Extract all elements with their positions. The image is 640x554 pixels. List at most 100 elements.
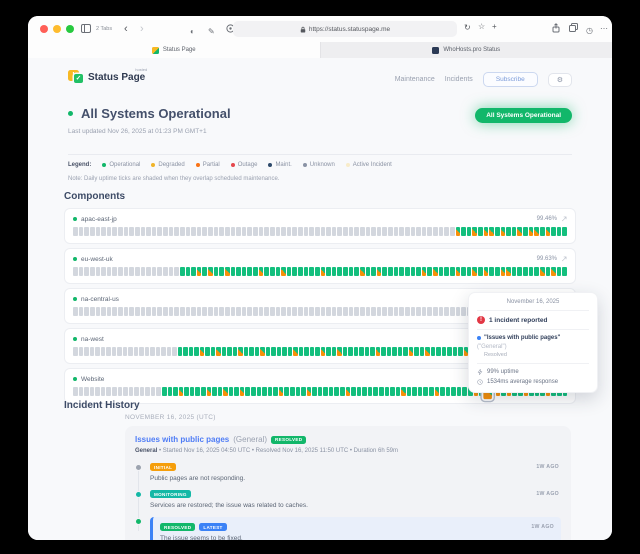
uptime-tick[interactable] — [314, 227, 320, 236]
uptime-tick[interactable] — [241, 227, 247, 236]
uptime-tick[interactable] — [331, 347, 336, 356]
uptime-tick[interactable] — [173, 387, 178, 396]
uptime-tick[interactable] — [309, 307, 314, 316]
uptime-tick[interactable] — [157, 307, 162, 316]
uptime-tick[interactable] — [303, 227, 309, 236]
uptime-tick[interactable] — [264, 307, 269, 316]
uptime-tick[interactable] — [238, 347, 243, 356]
uptime-tick[interactable] — [118, 227, 123, 236]
uptime-tick[interactable] — [106, 387, 111, 396]
uptime-tick[interactable] — [247, 267, 252, 276]
forward-button[interactable]: › — [140, 23, 144, 35]
uptime-tick[interactable] — [269, 227, 275, 236]
uptime-tick[interactable] — [466, 227, 472, 236]
uptime-tick[interactable] — [258, 227, 264, 236]
uptime-tick[interactable] — [348, 227, 354, 236]
uptime-tick[interactable] — [320, 227, 326, 236]
uptime-tick[interactable] — [345, 387, 351, 396]
uptime-tick[interactable] — [100, 387, 106, 396]
uptime-tick[interactable] — [393, 227, 399, 236]
uptime-tick[interactable] — [281, 307, 286, 316]
uptime-tick[interactable] — [416, 267, 421, 276]
uptime-tick[interactable] — [343, 227, 348, 236]
uptime-tick[interactable] — [196, 267, 202, 276]
uptime-tick[interactable] — [417, 387, 423, 396]
uptime-tick[interactable] — [455, 227, 461, 236]
uptime-tick[interactable] — [84, 347, 89, 356]
uptime-tick[interactable] — [438, 267, 444, 276]
uptime-tick[interactable] — [376, 227, 382, 236]
uptime-tick[interactable] — [112, 267, 117, 276]
uptime-tick[interactable] — [78, 387, 84, 396]
history-clock-icon[interactable]: ◷ — [586, 26, 593, 35]
uptime-tick[interactable] — [166, 347, 171, 356]
incident-title-link[interactable]: Issues with public pages — [135, 435, 230, 444]
close-window-button[interactable] — [40, 25, 48, 33]
uptime-tick[interactable] — [304, 347, 309, 356]
uptime-tick[interactable] — [287, 347, 292, 356]
uptime-tick[interactable] — [213, 307, 219, 316]
uptime-tick[interactable] — [258, 307, 264, 316]
uptime-tick[interactable] — [217, 387, 223, 396]
uptime-tick[interactable] — [168, 307, 174, 316]
uptime-tick[interactable] — [271, 347, 276, 356]
uptime-tick[interactable] — [337, 307, 342, 316]
uptime-tick[interactable] — [303, 267, 309, 276]
tab-count-label[interactable]: 2 Tabs — [96, 26, 113, 32]
uptime-tick[interactable] — [162, 387, 167, 396]
uptime-tick[interactable] — [340, 387, 345, 396]
uptime-tick[interactable] — [425, 347, 430, 356]
uptime-tick[interactable] — [230, 267, 236, 276]
uptime-tick[interactable] — [462, 387, 467, 396]
uptime-tick[interactable] — [401, 387, 406, 396]
uptime-tick[interactable] — [73, 267, 78, 276]
uptime-tick[interactable] — [365, 267, 371, 276]
uptime-tick[interactable] — [230, 227, 236, 236]
uptime-tick[interactable] — [388, 267, 393, 276]
share-icon[interactable] — [552, 23, 560, 33]
uptime-tick[interactable] — [134, 267, 140, 276]
uptime-tick[interactable] — [461, 307, 466, 316]
uptime-tick[interactable] — [208, 227, 213, 236]
uptime-tick[interactable] — [376, 267, 382, 276]
uptime-tick[interactable] — [286, 307, 292, 316]
uptime-tick[interactable] — [472, 267, 477, 276]
uptime-tick[interactable] — [295, 387, 301, 396]
gear-icon[interactable]: ⚙ — [547, 72, 572, 87]
uptime-tick[interactable] — [433, 267, 438, 276]
uptime-tick[interactable] — [381, 347, 386, 356]
uptime-tick[interactable] — [408, 347, 413, 356]
uptime-tick[interactable] — [343, 267, 348, 276]
uptime-tick[interactable] — [275, 307, 281, 316]
uptime-tick[interactable] — [241, 267, 247, 276]
uptime-tick[interactable] — [331, 307, 337, 316]
uptime-tick[interactable] — [224, 307, 230, 316]
uptime-tick[interactable] — [185, 267, 191, 276]
uptime-tick[interactable] — [466, 267, 472, 276]
uptime-tick[interactable] — [444, 267, 449, 276]
uptime-tick[interactable] — [326, 307, 331, 316]
uptime-tick[interactable] — [421, 307, 427, 316]
uptime-tick[interactable] — [251, 387, 256, 396]
uptime-tick[interactable] — [534, 227, 539, 236]
uptime-tick[interactable] — [461, 227, 466, 236]
uptime-tick[interactable] — [216, 347, 221, 356]
uptime-tick[interactable] — [129, 307, 134, 316]
uptime-tick[interactable] — [517, 267, 522, 276]
nav-maintenance-link[interactable]: Maintenance — [394, 76, 435, 83]
uptime-tick[interactable] — [293, 347, 298, 356]
uptime-tick[interactable] — [364, 347, 369, 356]
uptime-tick[interactable] — [309, 347, 314, 356]
uptime-tick[interactable] — [73, 307, 78, 316]
uptime-tick[interactable] — [421, 267, 427, 276]
uptime-tick[interactable] — [253, 227, 258, 236]
uptime-tick[interactable] — [172, 347, 177, 356]
uptime-tick[interactable] — [416, 307, 421, 316]
uptime-tick[interactable] — [275, 227, 281, 236]
uptime-tick[interactable] — [282, 347, 287, 356]
uptime-tick[interactable] — [506, 227, 511, 236]
uptime-tick[interactable] — [191, 227, 196, 236]
uptime-tick[interactable] — [123, 307, 129, 316]
uptime-tick[interactable] — [206, 387, 212, 396]
uptime-tick[interactable] — [478, 267, 483, 276]
